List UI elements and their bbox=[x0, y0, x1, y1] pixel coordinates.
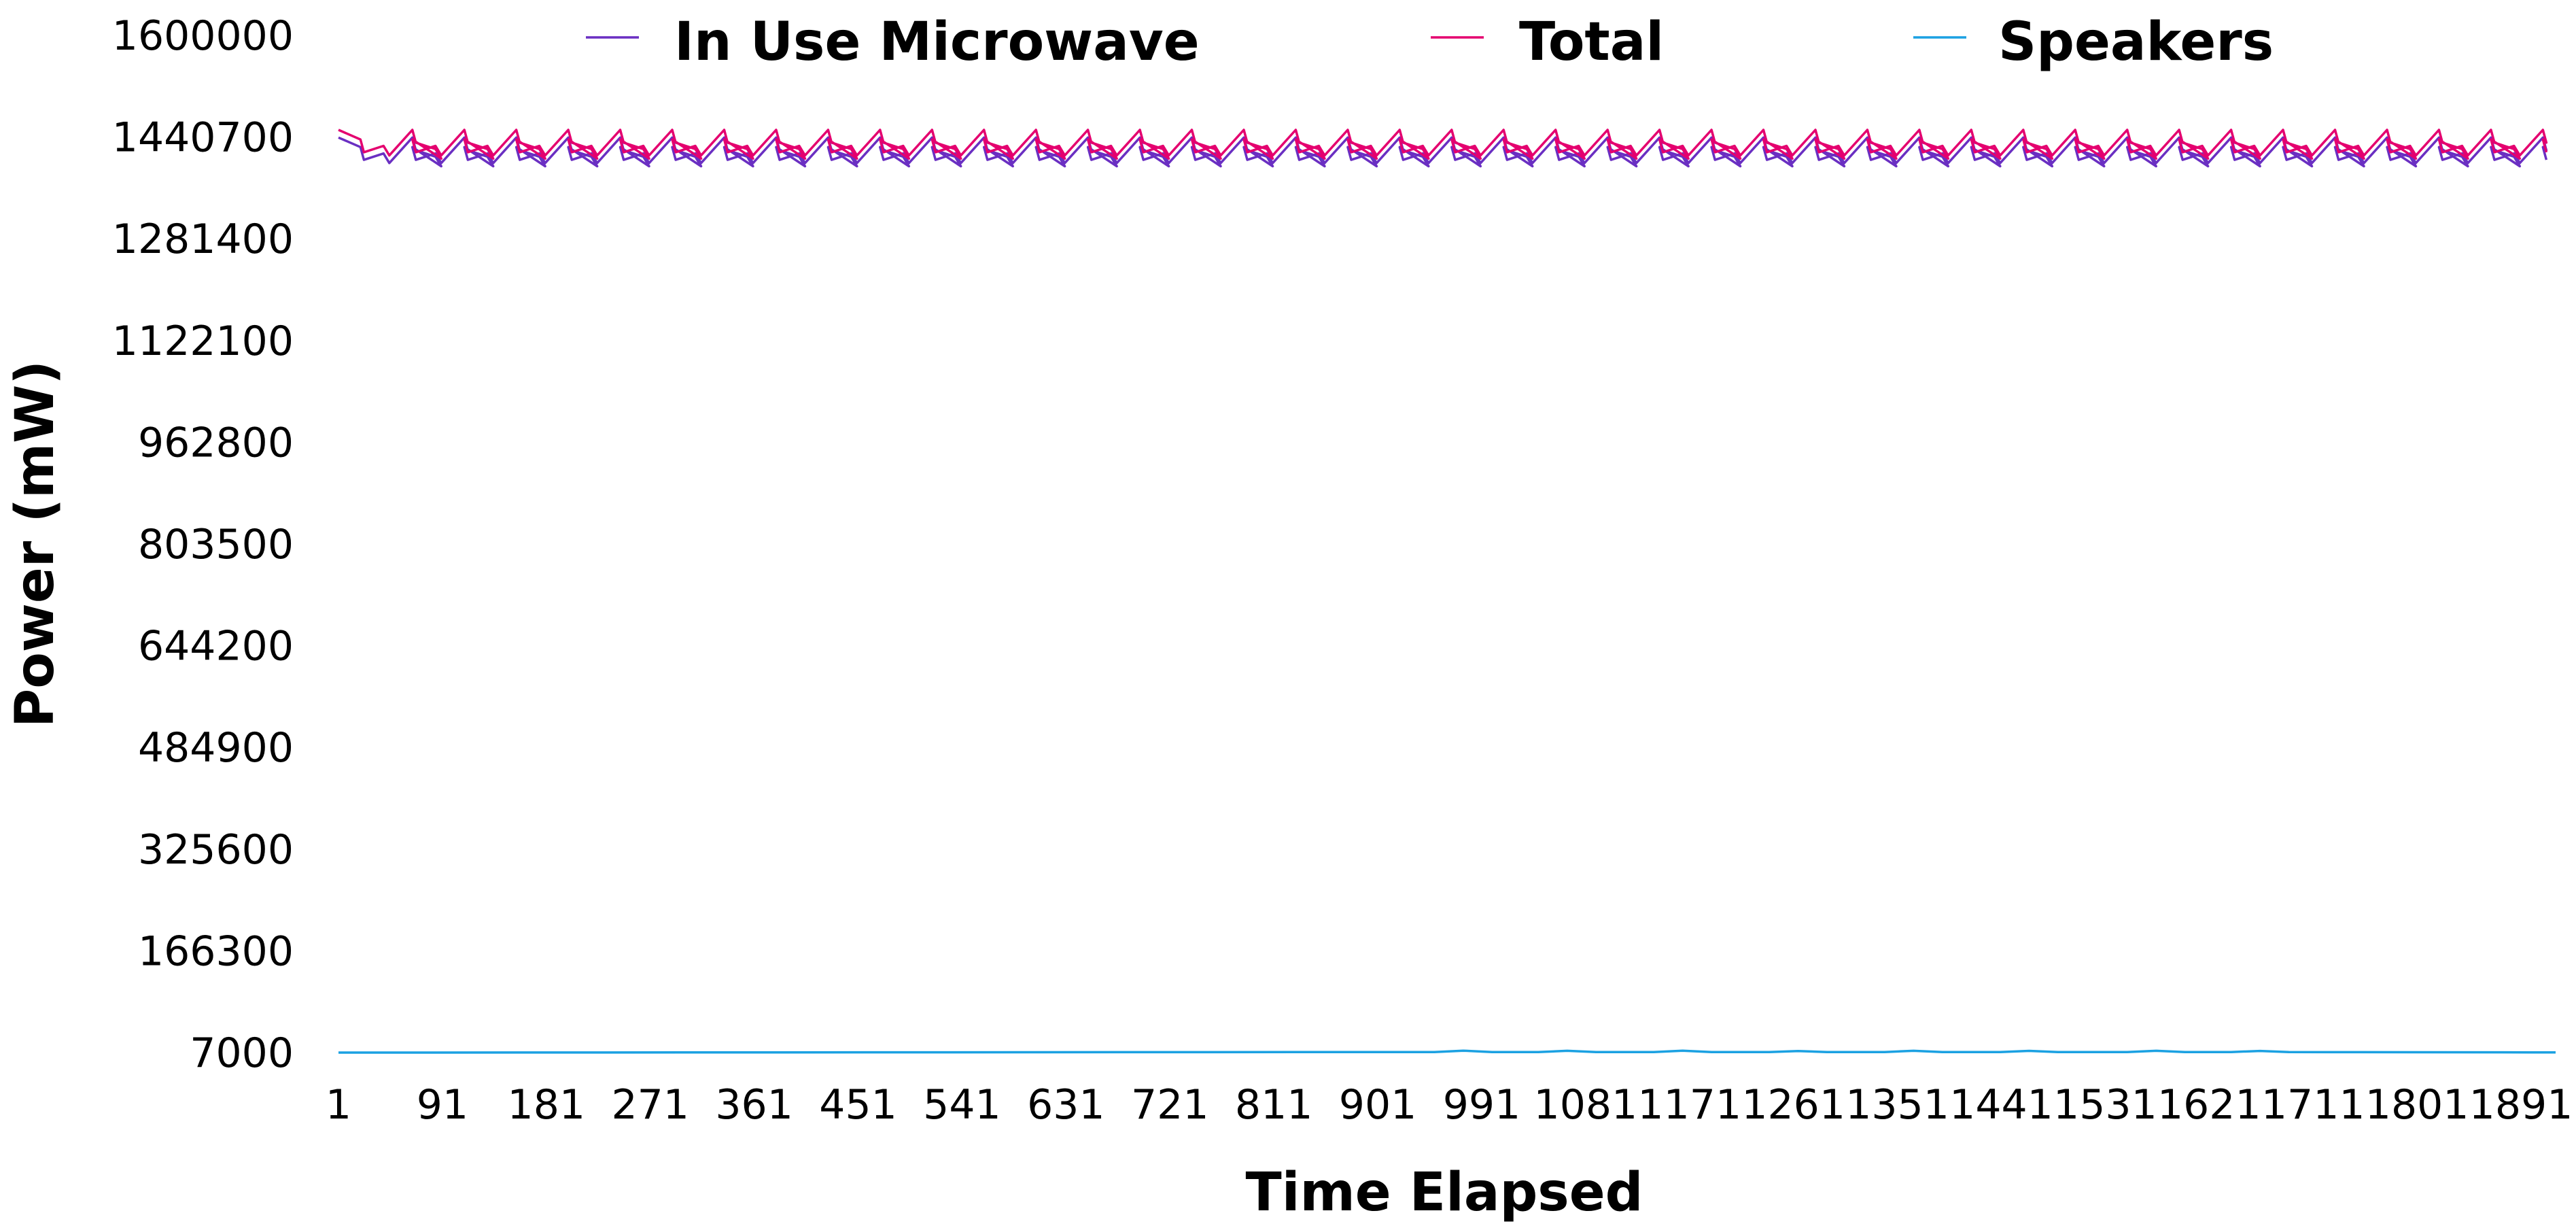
x-tick-label: 451 bbox=[819, 1081, 897, 1129]
x-tick-label: 1261 bbox=[1741, 1081, 1845, 1129]
x-tick-label: 1441 bbox=[1949, 1081, 2053, 1129]
x-tick-label: 1531 bbox=[2053, 1081, 2157, 1129]
y-tick-label: 644200 bbox=[138, 623, 294, 670]
x-tick-label: 721 bbox=[1131, 1081, 1209, 1129]
y-tick-label: 962800 bbox=[138, 419, 294, 466]
x-tick-label: 901 bbox=[1339, 1081, 1417, 1129]
series-line-2 bbox=[338, 1049, 2556, 1054]
y-tick-label: 803500 bbox=[138, 521, 294, 568]
y-tick-label: 1122100 bbox=[112, 318, 294, 365]
y-axis-ticks: 1600000 1440700 1281400 1122100 962800 803500… bbox=[112, 12, 294, 1077]
legend: In Use Microwave Total Speakers bbox=[586, 12, 2274, 73]
x-tick-label: 271 bbox=[611, 1081, 689, 1129]
x-tick-label: 1801 bbox=[2365, 1081, 2469, 1129]
legend-label: Speakers bbox=[1998, 12, 2274, 73]
x-tick-label: 1081 bbox=[1534, 1081, 1638, 1129]
x-tick-label: 541 bbox=[923, 1081, 1001, 1129]
x-tick-label: 631 bbox=[1027, 1081, 1105, 1129]
legend-label: In Use Microwave bbox=[674, 12, 1200, 73]
series-line-1 bbox=[338, 129, 2548, 160]
x-tick-label: 1711 bbox=[2261, 1081, 2365, 1129]
x-tick-label: 1351 bbox=[1845, 1081, 1949, 1129]
x-axis-ticks: 1 91 181 271 361 451 541 631 721 811 901 991 1081 117… bbox=[326, 1081, 2573, 1129]
x-tick-label: 991 bbox=[1443, 1081, 1521, 1129]
x-tick-label: 1 bbox=[326, 1081, 351, 1129]
y-tick-label: 484900 bbox=[138, 724, 294, 772]
x-tick-label: 1891 bbox=[2469, 1081, 2573, 1129]
y-tick-label: 7000 bbox=[190, 1029, 294, 1077]
y-tick-label: 1281400 bbox=[112, 216, 294, 263]
y-axis-title: Power (mW) bbox=[5, 360, 66, 728]
y-tick-label: 166300 bbox=[138, 927, 294, 975]
y-tick-label: 325600 bbox=[138, 826, 294, 874]
x-tick-label: 811 bbox=[1235, 1081, 1313, 1129]
x-tick-label: 361 bbox=[715, 1081, 793, 1129]
legend-label: Total bbox=[1519, 12, 1664, 73]
x-tick-label: 1171 bbox=[1637, 1081, 1741, 1129]
x-axis-title: Time Elapsed bbox=[1246, 1162, 1643, 1223]
series-lines bbox=[338, 129, 2556, 1054]
x-tick-label: 91 bbox=[417, 1081, 468, 1129]
y-tick-label: 1600000 bbox=[112, 12, 294, 60]
x-tick-label: 181 bbox=[508, 1081, 586, 1129]
y-tick-label: 1440700 bbox=[112, 114, 294, 162]
x-tick-label: 1621 bbox=[2157, 1081, 2261, 1129]
series-line-0 bbox=[338, 136, 2548, 168]
